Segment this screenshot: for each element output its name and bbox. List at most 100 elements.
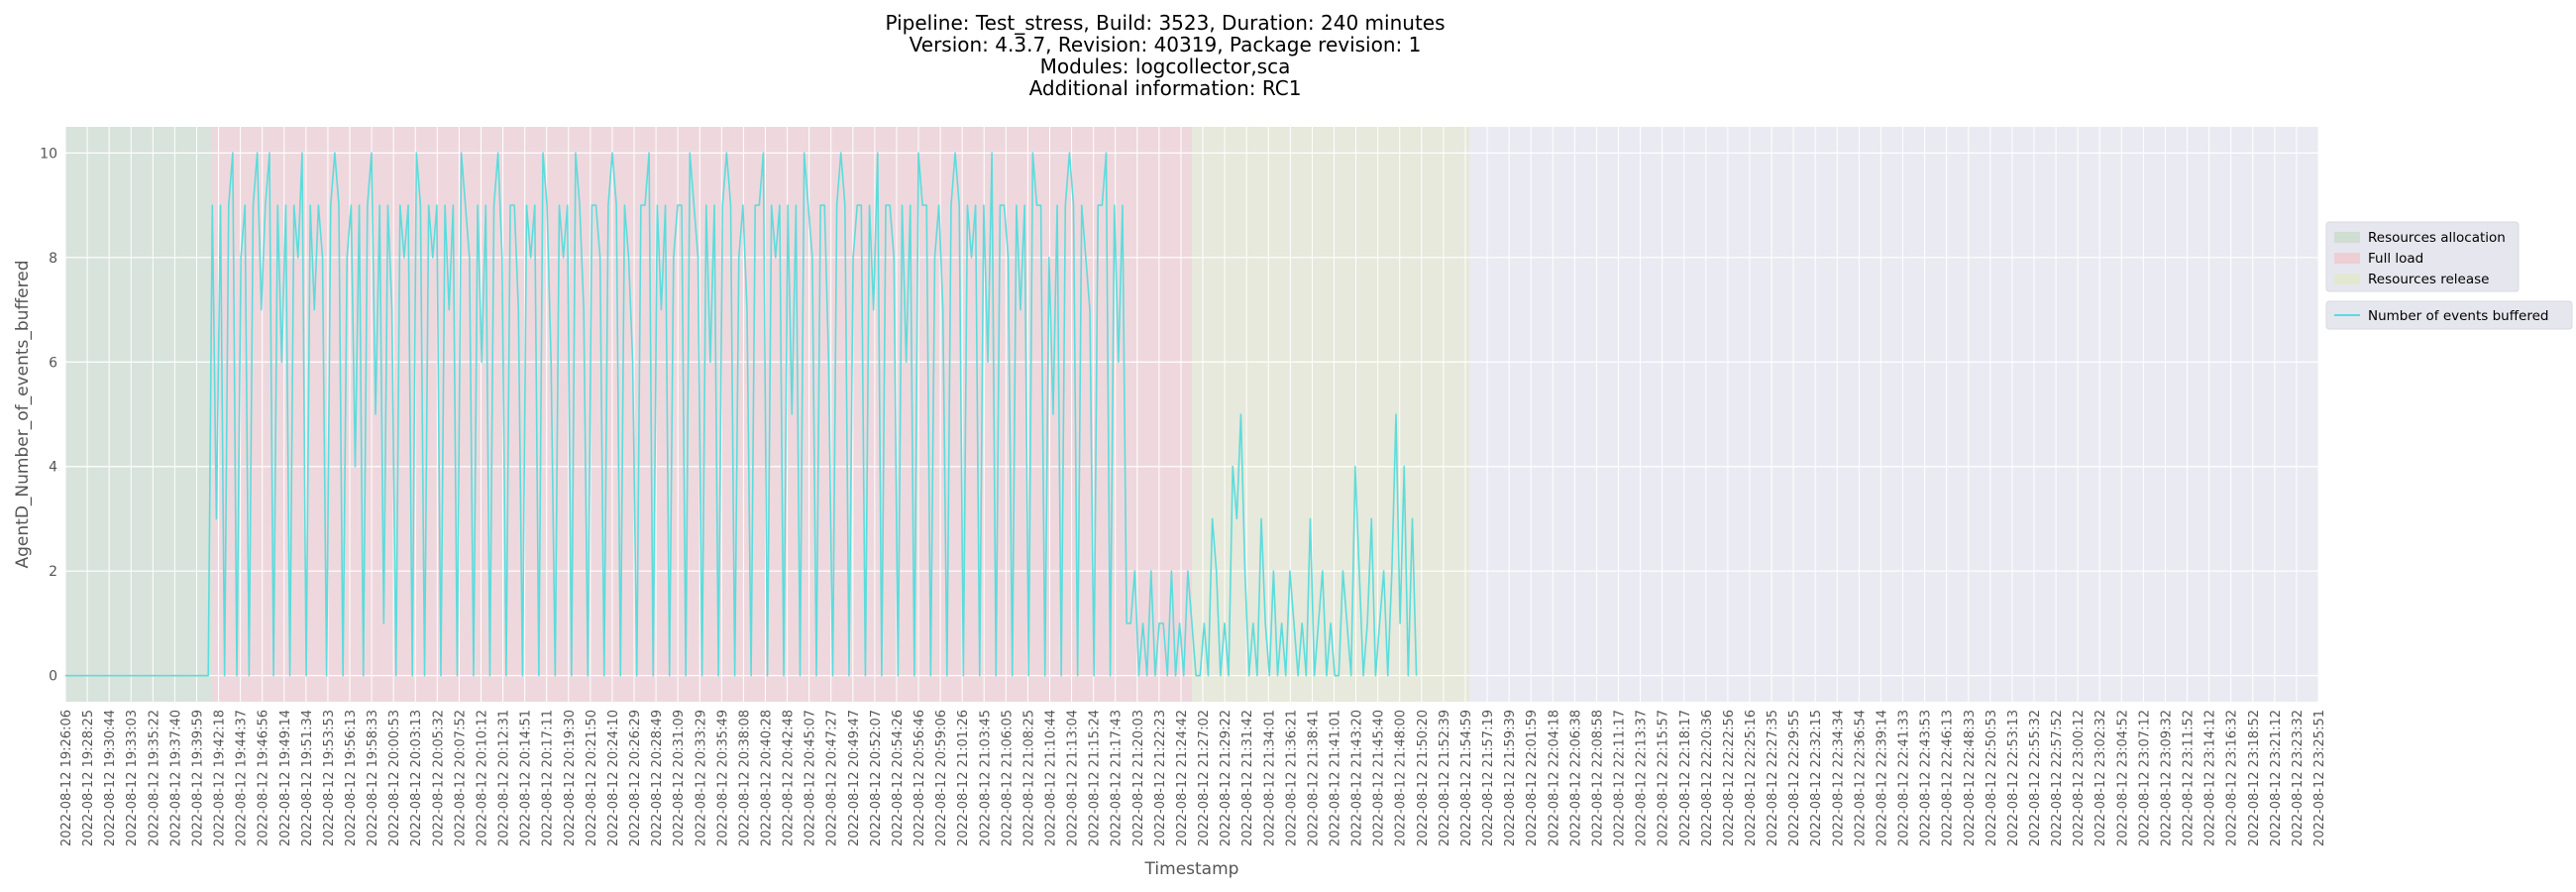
x-tick-label: 2022-08-12 22:32:15 <box>1809 710 1824 846</box>
x-tick-label: 2022-08-12 19:44:37 <box>235 710 250 846</box>
x-tick-label: 2022-08-12 20:03:13 <box>409 710 424 846</box>
x-tick-label: 2022-08-12 21:03:45 <box>978 710 993 846</box>
x-tick-label: 2022-08-12 21:06:05 <box>1000 710 1015 846</box>
x-tick-label: 2022-08-12 20:47:27 <box>825 710 840 846</box>
x-tick-label: 2022-08-12 22:41:33 <box>1897 710 1912 846</box>
x-tick-label: 2022-08-12 21:15:24 <box>1088 710 1103 846</box>
x-tick-label: 2022-08-12 22:29:55 <box>1787 710 1802 846</box>
phase-legend-box <box>2325 221 2520 292</box>
x-tick-label: 2022-08-12 20:49:47 <box>847 710 862 846</box>
x-tick-label: 2022-08-12 21:34:01 <box>1262 710 1277 846</box>
gridlines <box>64 127 2319 702</box>
x-tick-label: 2022-08-12 21:43:20 <box>1350 710 1365 846</box>
x-tick-label: 2022-08-12 19:56:13 <box>344 710 359 846</box>
phase-legend-label: Resources allocation <box>2368 230 2506 246</box>
x-tick-labels: 2022-08-12 19:26:06 2022-08-12 19:28:25 20… <box>59 710 2327 846</box>
x-tick-label: 2022-08-12 23:18:52 <box>2247 710 2262 846</box>
x-tick-label: 2022-08-12 21:08:25 <box>1021 710 1036 846</box>
x-tick-label: 2022-08-12 21:48:00 <box>1394 710 1409 846</box>
x-tick-label: 2022-08-12 21:41:01 <box>1329 710 1343 846</box>
x-tick-label: 2022-08-12 20:52:07 <box>869 710 884 846</box>
x-tick-label: 2022-08-12 19:46:56 <box>257 710 271 846</box>
x-tick-label: 2022-08-12 19:51:34 <box>300 710 315 846</box>
phase-band-3 <box>1192 127 1470 702</box>
legend: Resources allocation Full load Resources r… <box>2325 221 2573 330</box>
y-tick-label: 6 <box>49 355 57 371</box>
phase-legend-swatch <box>2334 232 2360 243</box>
chart-title-line-3: Modules: logcollector,sca <box>1039 55 1291 78</box>
phase-legend-swatch <box>2334 274 2360 284</box>
x-tick-label: 2022-08-12 20:54:26 <box>891 710 906 846</box>
x-tick-label: 2022-08-12 22:01:59 <box>1525 710 1540 846</box>
x-tick-label: 2022-08-12 23:07:12 <box>2137 710 2152 846</box>
x-tick-label: 2022-08-12 21:36:21 <box>1284 710 1299 846</box>
x-tick-label: 2022-08-12 22:46:13 <box>1941 710 1956 846</box>
x-tick-label: 2022-08-12 20:45:07 <box>804 710 818 846</box>
x-tick-label: 2022-08-12 21:59:39 <box>1503 710 1518 846</box>
x-tick-label: 2022-08-12 20:17:11 <box>541 710 556 846</box>
x-tick-label: 2022-08-12 22:48:33 <box>1963 710 1978 846</box>
x-tick-label: 2022-08-12 22:15:57 <box>1657 710 1671 846</box>
x-tick-label: 2022-08-12 21:50:20 <box>1416 710 1431 846</box>
x-tick-label: 2022-08-12 19:42:18 <box>213 710 228 846</box>
x-tick-label: 2022-08-12 22:13:37 <box>1635 710 1650 846</box>
x-tick-label: 2022-08-12 19:53:53 <box>322 710 337 846</box>
x-tick-label: 2022-08-12 19:37:40 <box>168 710 183 846</box>
chart-title-line-1: Pipeline: Test_stress, Build: 3523, Dura… <box>885 11 1446 35</box>
series-legend-label: Number of events buffered <box>2368 308 2548 324</box>
x-tick-label: 2022-08-12 21:31:42 <box>1240 710 1255 846</box>
x-tick-label: 2022-08-12 22:53:13 <box>2006 710 2021 846</box>
x-tick-label: 2022-08-12 21:01:26 <box>956 710 971 846</box>
x-tick-label: 2022-08-12 19:39:59 <box>190 710 205 846</box>
x-tick-label: 2022-08-12 19:28:25 <box>81 710 96 846</box>
x-tick-label: 2022-08-12 23:00:12 <box>2072 710 2087 846</box>
x-tick-label: 2022-08-12 20:40:28 <box>759 710 774 846</box>
x-tick-label: 2022-08-12 21:13:04 <box>1066 710 1081 846</box>
x-tick-label: 2022-08-12 23:09:32 <box>2159 710 2174 846</box>
x-tick-label: 2022-08-12 22:36:54 <box>1853 710 1868 846</box>
x-tick-label: 2022-08-12 19:49:14 <box>278 710 293 846</box>
y-axis-label: AgentD_Number_of_events_buffered <box>13 261 33 569</box>
x-tick-label: 2022-08-12 22:08:58 <box>1590 710 1605 846</box>
x-tick-label: 2022-08-12 23:25:51 <box>2312 710 2327 846</box>
x-tick-label: 2022-08-12 22:34:34 <box>1831 710 1846 846</box>
x-tick-label: 2022-08-12 23:23:32 <box>2291 710 2306 846</box>
y-tick-label: 0 <box>49 669 57 685</box>
x-tick-label: 2022-08-12 21:22:23 <box>1153 710 1168 846</box>
x-tick-label: 2022-08-12 23:16:32 <box>2225 710 2240 846</box>
x-tick-label: 2022-08-12 21:38:41 <box>1306 710 1321 846</box>
x-tick-label: 2022-08-12 20:28:49 <box>650 710 665 846</box>
x-tick-label: 2022-08-12 21:29:22 <box>1219 710 1234 846</box>
x-tick-label: 2022-08-12 22:20:36 <box>1700 710 1715 846</box>
x-tick-label: 2022-08-12 19:33:03 <box>125 710 140 846</box>
x-tick-label: 2022-08-12 20:38:08 <box>737 710 752 846</box>
x-tick-label: 2022-08-12 21:45:40 <box>1372 710 1387 846</box>
x-tick-label: 2022-08-12 20:42:48 <box>782 710 797 846</box>
x-tick-label: 2022-08-12 22:27:35 <box>1766 710 1780 846</box>
x-tick-label: 2022-08-12 22:55:32 <box>2028 710 2043 846</box>
x-tick-label: 2022-08-12 19:26:06 <box>59 710 74 846</box>
chart-title-line-4: Additional information: RC1 <box>1028 76 1302 100</box>
x-tick-label: 2022-08-12 23:02:32 <box>2093 710 2108 846</box>
x-tick-label: 2022-08-12 22:18:17 <box>1678 710 1693 846</box>
x-tick-label: 2022-08-12 20:21:50 <box>585 710 599 846</box>
x-tick-label: 2022-08-12 21:20:03 <box>1131 710 1146 846</box>
y-tick-label: 4 <box>49 460 57 476</box>
series-layer <box>65 152 1418 677</box>
y-tick-label: 2 <box>49 564 57 580</box>
phase-legend-label: Full load <box>2368 251 2423 267</box>
x-tick-label: 2022-08-12 20:59:06 <box>934 710 949 846</box>
x-tick-label: 2022-08-12 22:43:53 <box>1919 710 1934 846</box>
x-tick-label: 2022-08-12 20:24:10 <box>606 710 621 846</box>
x-tick-label: 2022-08-12 23:11:52 <box>2182 710 2197 846</box>
phase-band-1 <box>65 127 213 702</box>
x-tick-label: 2022-08-12 20:33:29 <box>694 710 708 846</box>
x-tick-label: 2022-08-12 20:12:31 <box>497 710 512 846</box>
x-tick-label: 2022-08-12 22:06:38 <box>1568 710 1583 846</box>
x-tick-label: 2022-08-12 21:10:44 <box>1044 710 1059 846</box>
x-tick-label: 2022-08-12 20:05:32 <box>431 710 446 846</box>
x-tick-label: 2022-08-12 19:35:22 <box>147 710 161 846</box>
x-tick-label: 2022-08-12 20:35:49 <box>715 710 730 846</box>
series-legend-box <box>2325 300 2573 330</box>
